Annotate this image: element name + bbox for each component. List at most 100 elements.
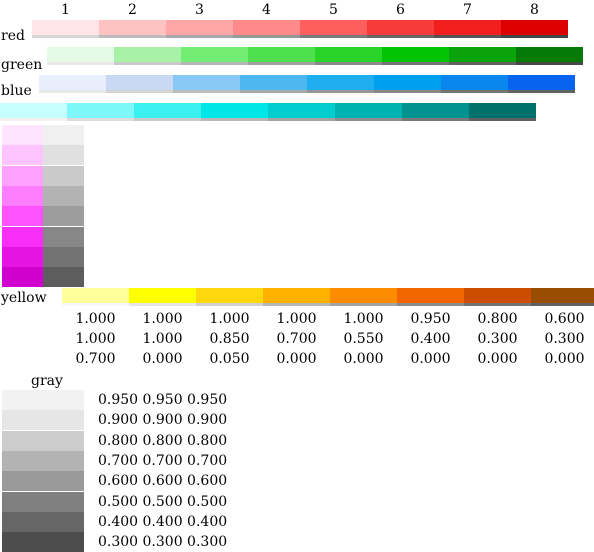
magenta-swatch-8 (2, 267, 43, 288)
blue-swatch-1 (39, 75, 106, 90)
column-number-8: 8 (530, 2, 539, 18)
cyan-swatch-2 (67, 103, 134, 118)
magenta-swatch-5 (2, 206, 43, 227)
yellow-value-r2-c7: 0.300 (477, 331, 518, 347)
green-swatch-5 (315, 47, 382, 62)
green-swatch-1 (47, 47, 114, 62)
magenta-gray-swatch-2 (43, 145, 84, 166)
blue-swatch-2 (106, 75, 173, 90)
cyan-swatch-8 (469, 103, 536, 118)
blue-row-label: blue (1, 83, 32, 99)
green-gray-bar-6 (382, 62, 449, 65)
cyan-gray-bar-7 (402, 118, 469, 121)
yellow-gray-bar-7 (464, 303, 531, 306)
cyan-swatch-6 (335, 103, 402, 118)
cyan-swatch-7 (402, 103, 469, 118)
yellow-gray-bar-3 (196, 303, 263, 306)
cyan-gray-bar-1 (0, 118, 67, 121)
yellow-value-r1-c8: 0.600 (544, 311, 585, 327)
yellow-value-r3-c7: 0.000 (477, 351, 518, 367)
magenta-swatch-1 (2, 125, 43, 145)
yellow-value-r2-c5: 0.550 (343, 331, 384, 347)
magenta-swatch-3 (2, 165, 43, 186)
magenta-swatch-6 (2, 226, 43, 247)
red-gray-bar-4 (233, 35, 300, 38)
magenta-swatch-2 (2, 145, 43, 166)
red-gray-bar-6 (367, 35, 434, 38)
red-gray-bar-1 (32, 35, 99, 38)
green-swatch-8 (516, 47, 583, 62)
yellow-gray-bar-1 (62, 303, 129, 306)
gray-swatch-left-6 (2, 491, 43, 512)
yellow-value-r2-c1: 1.000 (75, 331, 116, 347)
red-swatch-8 (501, 20, 568, 35)
yellow-swatch-4 (263, 288, 330, 303)
gray-swatch-right-2 (43, 410, 84, 431)
red-swatch-5 (300, 20, 367, 35)
green-gray-bar-5 (315, 62, 382, 65)
column-number-4: 4 (262, 2, 271, 18)
yellow-gray-bar-4 (263, 303, 330, 306)
yellow-gray-bar-5 (330, 303, 397, 306)
cyan-gray-bar-5 (268, 118, 335, 121)
green-row-label: green (1, 57, 43, 73)
yellow-value-r1-c5: 1.000 (343, 311, 384, 327)
magenta-swatch-7 (2, 246, 43, 267)
yellow-swatch-5 (330, 288, 397, 303)
yellow-value-r1-c2: 1.000 (142, 311, 183, 327)
cyan-swatch-1 (0, 103, 67, 118)
gray-swatch-left-3 (2, 430, 43, 451)
magenta-gray-swatch-4 (43, 185, 84, 206)
red-gray-bar-5 (300, 35, 367, 38)
gray-swatch-left-2 (2, 410, 43, 431)
green-gray-bar-2 (114, 62, 181, 65)
yellow-value-r3-c8: 0.000 (544, 351, 585, 367)
blue-gray-bar-5 (307, 90, 374, 93)
yellow-value-r1-c3: 1.000 (209, 311, 250, 327)
yellow-value-r2-c3: 0.850 (209, 331, 250, 347)
gray-swatch-left-4 (2, 450, 43, 471)
gray-value-2: 0.900 0.900 0.900 (98, 412, 228, 429)
yellow-swatch-7 (464, 288, 531, 303)
magenta-gray-swatch-6 (43, 226, 84, 247)
yellow-value-r3-c2: 0.000 (142, 351, 183, 367)
red-row-label: red (1, 28, 25, 44)
gray-value-8: 0.300 0.300 0.300 (98, 534, 228, 551)
column-number-1: 1 (61, 2, 70, 18)
cyan-gray-bar-3 (134, 118, 201, 121)
yellow-swatch-8 (531, 288, 594, 303)
gray-swatch-left-5 (2, 471, 43, 492)
gray-value-1: 0.950 0.950 0.950 (98, 392, 228, 408)
red-swatch-2 (99, 20, 166, 35)
yellow-value-r1-c4: 1.000 (276, 311, 317, 327)
yellow-swatch-2 (129, 288, 196, 303)
gray-value-4: 0.700 0.700 0.700 (98, 452, 228, 469)
gray-value-5: 0.600 0.600 0.600 (98, 473, 228, 490)
yellow-value-r3-c4: 0.000 (276, 351, 317, 367)
red-gray-bar-8 (501, 35, 568, 38)
blue-gray-bar-3 (173, 90, 240, 93)
yellow-value-r3-c6: 0.000 (410, 351, 451, 367)
cyan-swatch-3 (134, 103, 201, 118)
column-number-2: 2 (128, 2, 137, 18)
magenta-swatch-4 (2, 185, 43, 206)
cyan-gray-bar-2 (67, 118, 134, 121)
green-gray-bar-8 (516, 62, 583, 65)
column-number-6: 6 (396, 2, 405, 18)
blue-gray-bar-2 (106, 90, 173, 93)
green-gray-bar-3 (181, 62, 248, 65)
gray-block-label: gray (31, 373, 63, 389)
cyan-swatch-5 (268, 103, 335, 118)
blue-gray-bar-4 (240, 90, 307, 93)
yellow-row-label: yellow (1, 290, 47, 306)
blue-swatch-4 (240, 75, 307, 90)
blue-gray-bar-8 (508, 90, 575, 93)
green-swatch-6 (382, 47, 449, 62)
green-gray-bar-1 (47, 62, 114, 65)
magenta-gray-swatch-5 (43, 206, 84, 227)
yellow-value-r3-c1: 0.700 (75, 351, 116, 367)
blue-swatch-6 (374, 75, 441, 90)
yellow-value-r1-c7: 0.800 (477, 311, 518, 327)
yellow-gray-bar-6 (397, 303, 464, 306)
blue-swatch-8 (508, 75, 575, 90)
